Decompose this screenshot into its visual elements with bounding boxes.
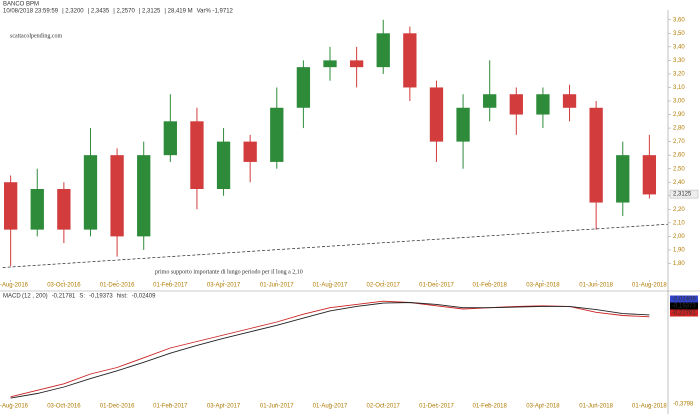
- candle-body: [190, 121, 204, 189]
- chart-title: BANCO BPM: [3, 2, 39, 8]
- candle-body: [30, 189, 44, 230]
- x-tick-label: 01-Feb-2017: [153, 283, 188, 289]
- y-tick-label: 2,80: [673, 126, 685, 132]
- y-tick-label: 1,80: [673, 261, 685, 267]
- candle-body: [216, 141, 231, 189]
- value-box-label: -0,19373: [672, 304, 696, 310]
- value-box: [670, 302, 698, 310]
- x-tick-label: 01-Aug-2017: [313, 404, 348, 410]
- x-tick-label: 01-Jun-2018: [579, 404, 613, 410]
- x-tick-label: 01-Feb-2017: [153, 404, 188, 410]
- info-field: -0,02409: [132, 294, 156, 300]
- panel-title: MACD: [3, 294, 21, 300]
- y-tick-label: 2,50: [673, 166, 685, 172]
- candle-body: [562, 94, 577, 108]
- last-price-box: [669, 189, 699, 199]
- x-tick-label: 03-Oct-2016: [47, 404, 81, 410]
- candle-body: [83, 155, 98, 230]
- x-tick-label: 01-Dec-2017: [419, 283, 454, 289]
- y-tick-label: 3,60: [673, 17, 685, 23]
- y-tick-label: 2,20: [673, 207, 685, 213]
- candle-body: [110, 155, 124, 237]
- value-box-label: -0,21781: [672, 311, 696, 317]
- macd-line: [10, 300, 650, 398]
- y-tick-label: 3,20: [673, 72, 685, 78]
- y-tick-label: 2,10: [673, 220, 685, 226]
- y-tick-label: 3,10: [673, 85, 685, 91]
- x-tick-label: 01-Feb-2018: [473, 283, 508, 289]
- candle-body: [642, 155, 657, 195]
- x-tick-label: 01-Aug-2016: [0, 404, 29, 410]
- candle-body: [243, 141, 257, 162]
- macd-line: [10, 302, 650, 399]
- y-tick-label: 2,60: [673, 153, 685, 159]
- x-tick-label: 01-Jun-2017: [260, 404, 294, 410]
- candle-body: [323, 60, 337, 68]
- info-field: | 2,2570: [113, 9, 135, 15]
- y-tick-label: 3,30: [673, 58, 685, 64]
- candle-body: [163, 121, 177, 156]
- candle-body: [3, 182, 18, 230]
- x-tick-label: 01-Dec-2016: [100, 283, 135, 289]
- candle-body: [456, 107, 470, 142]
- x-tick-label: 02-Oct-2017: [367, 404, 401, 410]
- x-tick-label: 01-Jun-2017: [260, 283, 294, 289]
- value-box-label: -0,02409: [672, 297, 696, 303]
- value-box: [670, 295, 698, 303]
- info-field: (12 , 200): [22, 294, 48, 300]
- candle-body: [589, 107, 603, 203]
- info-field: -0,21781: [52, 294, 76, 300]
- x-tick-label: 01-Dec-2017: [419, 404, 454, 410]
- watermark: scattacolpending.com: [10, 33, 62, 39]
- last-price-label: 2,3125: [673, 192, 692, 198]
- x-tick-label: 03-Oct-2016: [47, 283, 81, 289]
- info-field: | 2,3125: [139, 9, 161, 15]
- info-field: hist:: [117, 294, 128, 300]
- annotation: primo supporto importante di lungo perio…: [155, 269, 303, 275]
- support-line: [2, 223, 669, 268]
- y-tick-label: 2,90: [673, 112, 685, 118]
- x-tick-label: 01-Dec-2016: [100, 404, 135, 410]
- y-tick-label: 3,40: [673, 44, 685, 50]
- candle-body: [403, 33, 417, 88]
- x-tick-label: 03-Apr-2018: [526, 283, 560, 289]
- y-tick-label: 2,40: [673, 180, 685, 186]
- y-tick-label: 2,00: [673, 234, 685, 240]
- candle-body: [429, 87, 444, 142]
- info-field: 10/08/2018 23:59:59: [3, 9, 59, 15]
- candle-body: [616, 155, 630, 203]
- info-field: S:: [79, 294, 85, 300]
- y-tick-label: 1,90: [673, 248, 685, 254]
- y-tick-label: 3,50: [673, 31, 685, 37]
- y-tick-label: 3,00: [673, 99, 685, 105]
- x-tick-label: 03-Apr-2017: [207, 404, 241, 410]
- candle-body: [137, 155, 151, 237]
- x-tick-label: 03-Apr-2018: [526, 404, 560, 410]
- candle-body: [296, 67, 311, 108]
- x-tick-label: 02-Oct-2017: [367, 283, 401, 289]
- info-field: Var% -1,9712: [197, 9, 234, 15]
- info-field: | 28,419 M: [164, 9, 192, 15]
- info-field: | 2,3200: [62, 9, 84, 15]
- candle-body: [270, 107, 284, 162]
- candle-body: [376, 33, 390, 68]
- bottom-label: -0,3798: [673, 402, 694, 408]
- candle-body: [57, 189, 71, 230]
- y-tick-label: 2,70: [673, 139, 685, 145]
- x-tick-label: 01-Aug-2018: [632, 404, 667, 410]
- info-field: -0,19373: [89, 294, 113, 300]
- x-tick-label: 01-Feb-2018: [473, 404, 508, 410]
- candle-body: [509, 94, 523, 115]
- x-tick-label: 01-Aug-2018: [632, 283, 667, 289]
- value-box: [670, 309, 698, 317]
- x-tick-label: 03-Apr-2017: [207, 283, 241, 289]
- candle-body: [483, 94, 497, 108]
- x-tick-label: 01-Aug-2016: [0, 283, 29, 289]
- x-tick-label: 01-Aug-2017: [313, 283, 348, 289]
- candle-body: [349, 60, 364, 68]
- candle-body: [536, 94, 550, 115]
- x-tick-label: 01-Jun-2018: [579, 283, 613, 289]
- info-field: | 2,3435: [88, 9, 110, 15]
